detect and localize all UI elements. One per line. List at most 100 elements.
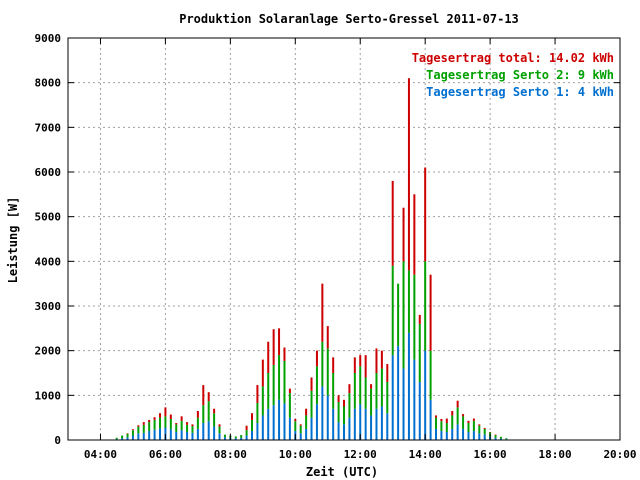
bar-serto-1 bbox=[326, 395, 329, 440]
bar-total-rest bbox=[267, 341, 270, 373]
bar-total-rest bbox=[169, 414, 172, 420]
bar-total-rest bbox=[472, 418, 475, 421]
bar-total-rest bbox=[159, 413, 161, 418]
bar-serto-1 bbox=[175, 431, 178, 440]
bar-serto-1 bbox=[245, 435, 248, 440]
bar-serto-1 bbox=[435, 428, 437, 440]
bar-serto-1 bbox=[137, 433, 140, 440]
bar-serto-2 bbox=[418, 323, 421, 382]
bar-total-rest bbox=[467, 420, 470, 424]
bar-serto-1 bbox=[451, 428, 454, 440]
bar-total-rest bbox=[370, 384, 373, 389]
bar-serto-1 bbox=[478, 433, 481, 440]
bar-serto-2 bbox=[310, 390, 313, 418]
bar-total-rest bbox=[462, 414, 465, 417]
bar-serto-1 bbox=[364, 408, 367, 440]
bar-serto-2 bbox=[234, 436, 237, 439]
bar-serto-1 bbox=[261, 415, 264, 440]
bar-serto-1 bbox=[407, 332, 410, 440]
bar-serto-2 bbox=[375, 373, 378, 409]
bar-serto-2 bbox=[483, 428, 486, 435]
bar-total-rest bbox=[337, 395, 340, 403]
bar-serto-1 bbox=[223, 437, 226, 440]
bar-serto-2 bbox=[115, 437, 118, 440]
bar-total-rest bbox=[424, 167, 427, 262]
bar-serto-2 bbox=[402, 261, 405, 369]
y-tick-label: 3000 bbox=[35, 300, 62, 313]
bar-serto-1 bbox=[196, 428, 199, 440]
bar-serto-1 bbox=[472, 431, 475, 440]
legend-entry: Tagesertrag Serto 2: 9 kWh bbox=[426, 68, 614, 82]
bar-total-rest bbox=[386, 364, 389, 382]
bar-total-rest bbox=[180, 416, 183, 421]
bar-serto-2 bbox=[278, 355, 281, 400]
bar-serto-2 bbox=[397, 283, 400, 347]
bar-total-rest bbox=[380, 350, 383, 369]
bar-serto-1 bbox=[121, 438, 124, 440]
bar-serto-1 bbox=[180, 430, 183, 440]
bar-serto-2 bbox=[240, 435, 243, 438]
bar-serto-2 bbox=[391, 265, 394, 356]
bar-total-rest bbox=[142, 422, 145, 425]
bar-total-rest bbox=[315, 350, 318, 367]
bar-serto-2 bbox=[191, 426, 194, 433]
bar-total-rest bbox=[494, 434, 497, 436]
bar-serto-1 bbox=[299, 433, 302, 440]
bar-serto-1 bbox=[413, 359, 416, 440]
bar-serto-2 bbox=[429, 350, 432, 400]
bar-serto-2 bbox=[272, 364, 275, 406]
x-tick-label: 10:00 bbox=[279, 448, 312, 461]
bar-total-rest bbox=[348, 384, 351, 394]
bar-serto-1 bbox=[272, 405, 275, 440]
bar-total-rest bbox=[164, 407, 167, 417]
bar-serto-1 bbox=[321, 386, 324, 440]
bar-serto-2 bbox=[467, 423, 470, 432]
bar-serto-2 bbox=[196, 417, 199, 429]
bar-serto-1 bbox=[445, 431, 448, 440]
bar-serto-2 bbox=[407, 270, 410, 333]
bar-serto-2 bbox=[186, 424, 189, 432]
bar-serto-2 bbox=[305, 415, 308, 429]
bar-serto-1 bbox=[332, 408, 335, 440]
bar-serto-1 bbox=[375, 408, 378, 440]
bar-serto-1 bbox=[467, 431, 470, 440]
bar-serto-2 bbox=[153, 419, 156, 430]
bar-serto-2 bbox=[343, 406, 345, 425]
bar-serto-2 bbox=[159, 417, 161, 429]
bar-total-rest bbox=[375, 348, 378, 373]
bar-total-rest bbox=[288, 388, 291, 394]
y-tick-label: 2000 bbox=[35, 345, 62, 358]
bar-total-rest bbox=[407, 78, 410, 271]
bar-serto-2 bbox=[321, 341, 324, 387]
bar-total-rest bbox=[283, 347, 286, 361]
x-tick-label: 18:00 bbox=[538, 448, 571, 461]
bar-total-rest bbox=[261, 359, 264, 387]
bar-total-rest bbox=[321, 283, 324, 342]
bar-total-rest bbox=[278, 328, 281, 356]
bar-total-rest bbox=[213, 408, 216, 414]
bar-serto-1 bbox=[305, 428, 308, 440]
bar-serto-2 bbox=[299, 425, 302, 434]
x-tick-label: 12:00 bbox=[344, 448, 377, 461]
bar-serto-2 bbox=[440, 421, 443, 432]
bar-serto-1 bbox=[343, 424, 345, 440]
legend-entry: Tagesertrag Serto 1: 4 kWh bbox=[426, 85, 614, 99]
bar-serto-2 bbox=[445, 423, 448, 432]
bar-serto-1 bbox=[380, 406, 383, 440]
bar-serto-1 bbox=[499, 438, 502, 440]
bar-total-rest bbox=[402, 207, 405, 262]
bar-serto-2 bbox=[121, 435, 124, 439]
bar-serto-2 bbox=[207, 401, 210, 422]
plot-frame bbox=[67, 37, 621, 441]
bar-total-rest bbox=[245, 425, 248, 431]
bar-total-rest bbox=[489, 431, 492, 433]
y-tick-label: 7000 bbox=[35, 121, 62, 134]
x-tick-label: 08:00 bbox=[214, 448, 247, 461]
bar-serto-1 bbox=[315, 404, 318, 440]
bar-serto-1 bbox=[386, 413, 389, 440]
x-tick-label: 20:00 bbox=[603, 448, 636, 461]
bar-serto-2 bbox=[148, 422, 151, 432]
bar-serto-1 bbox=[283, 403, 286, 440]
bar-total-rest bbox=[299, 424, 302, 426]
y-tick-label: 1000 bbox=[35, 389, 62, 402]
